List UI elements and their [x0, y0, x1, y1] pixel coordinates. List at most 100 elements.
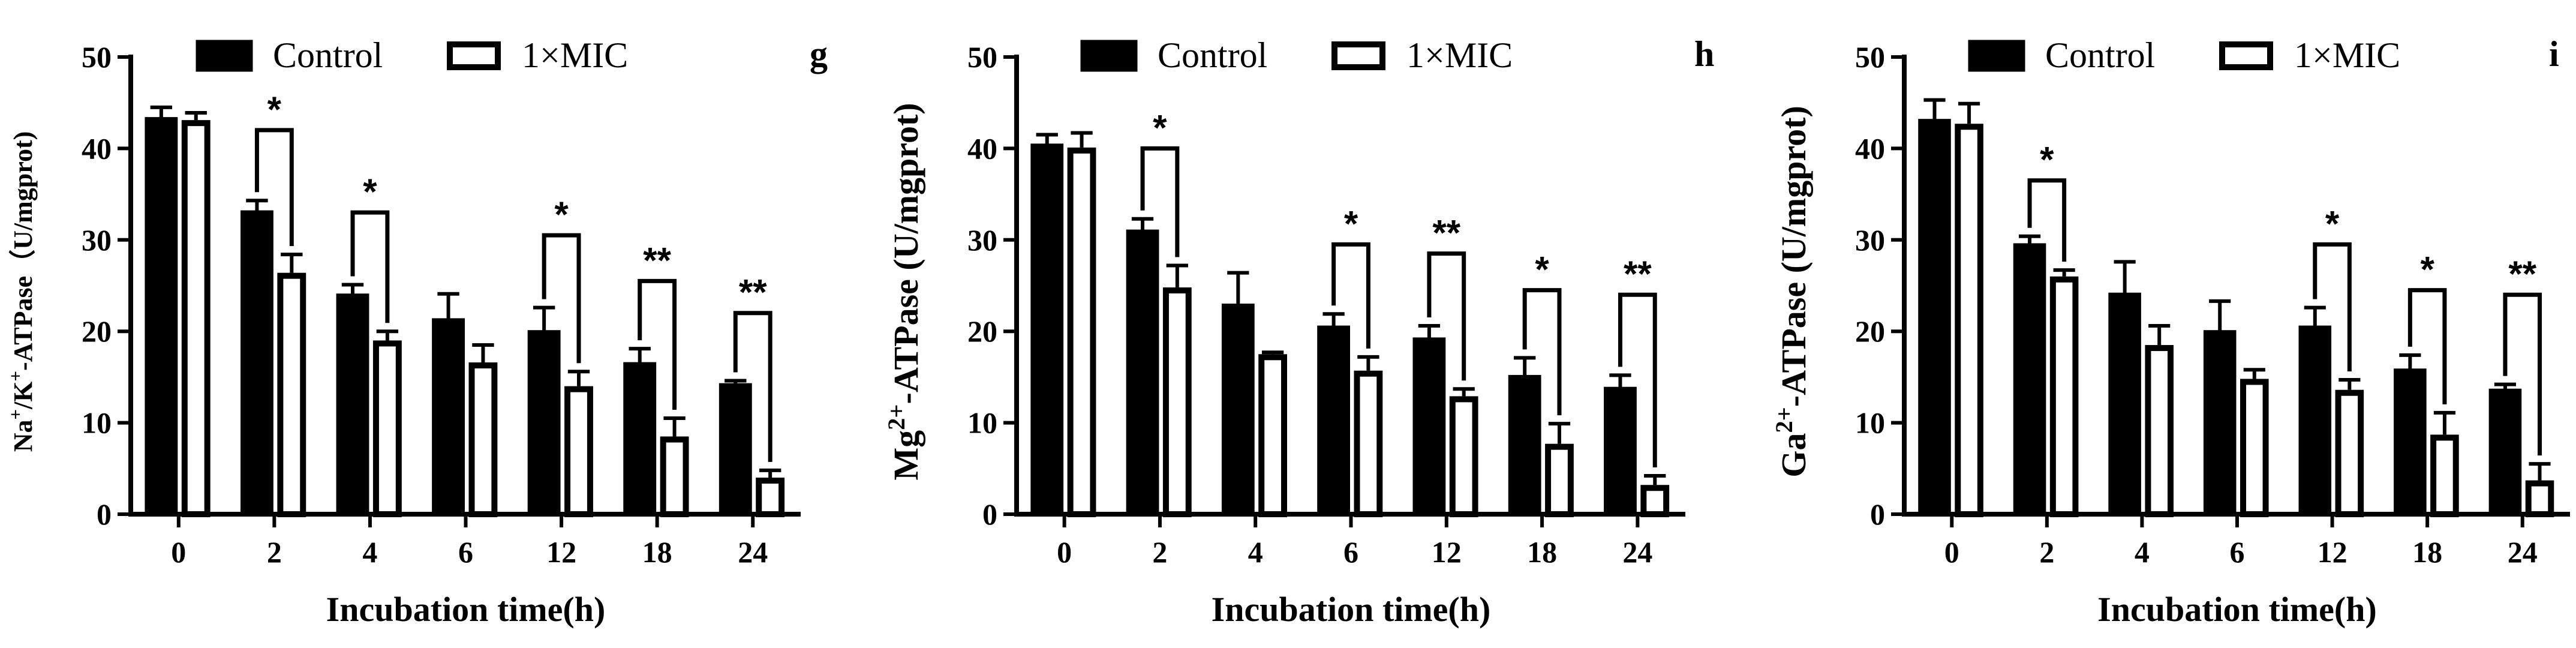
bar-mic	[1449, 396, 1478, 517]
significance-label: *	[267, 89, 282, 130]
bar-control	[527, 330, 561, 517]
x-tick-label: 0	[1944, 535, 1959, 569]
bar-mic	[1354, 370, 1383, 517]
x-tick-label: 2	[267, 535, 282, 569]
significance-bracket	[1140, 146, 1180, 257]
bar-control	[623, 362, 657, 517]
bar-mic	[1955, 124, 1983, 517]
y-tick-label: 0	[982, 497, 997, 531]
bar-control	[145, 117, 178, 517]
significance-label: *	[554, 194, 569, 235]
bar-control	[1317, 325, 1351, 517]
y-axis-title-part: Na	[8, 420, 38, 452]
x-tick-label: 4	[1248, 535, 1263, 569]
y-tick-label: 20	[82, 314, 112, 348]
bar-mic	[2145, 345, 2174, 517]
bar-control	[1221, 304, 1255, 517]
panel-letter: i	[2549, 34, 2559, 74]
y-tick-label: 40	[1855, 131, 1885, 165]
y-tick-label: 50	[82, 40, 112, 74]
bar-mic	[181, 120, 211, 517]
significance-label: *	[1535, 250, 1549, 290]
significance-bracket	[1331, 242, 1370, 349]
x-tick-label: 4	[2135, 535, 2150, 569]
significance-bracket	[542, 233, 581, 364]
bar-mic	[1162, 287, 1192, 517]
bar-control	[2488, 388, 2522, 517]
significance-label: *	[1344, 203, 1358, 244]
x-axis-title: Incubation time(h)	[326, 590, 606, 629]
y-axis-title-part: -ATPase（U/mgprot)	[8, 131, 38, 371]
bar-control	[2203, 330, 2237, 517]
significance-bracket	[254, 128, 294, 247]
significance-bracket	[1427, 251, 1466, 381]
x-tick-label: 24	[738, 535, 768, 569]
bar-control	[1508, 374, 1541, 517]
bar-control	[336, 293, 369, 517]
bar-control	[2013, 243, 2046, 517]
panel-letter: g	[810, 34, 828, 74]
x-tick-label: 2	[2039, 535, 2054, 569]
y-axis-title-part: -ATPase (U/mgprot)	[1774, 106, 1813, 407]
y-tick-label: 50	[967, 40, 997, 74]
significance-bracket	[2027, 178, 2067, 262]
bar-control	[1030, 143, 1064, 517]
significance-bracket	[638, 278, 677, 410]
bar-mic	[468, 362, 498, 517]
y-tick-label: 40	[967, 131, 997, 165]
bar-mic	[2240, 379, 2269, 517]
legend-swatch-control	[1080, 40, 1138, 72]
y-tick-label: 10	[1855, 406, 1885, 440]
significance-label: **	[1432, 213, 1460, 253]
y-axis-title-part: Mg	[886, 430, 925, 481]
y-axis-title-part: -ATPase (U/mgprot)	[886, 103, 925, 404]
legend-swatch-control	[1968, 40, 2025, 72]
y-axis-title-superscript: +	[5, 409, 26, 420]
y-axis-title-superscript: 2+	[1771, 407, 1798, 433]
significance-label: **	[1624, 254, 1652, 294]
bar-mic	[2430, 434, 2459, 517]
bar-mic	[1067, 147, 1096, 518]
y-tick-label: 0	[97, 497, 112, 531]
x-tick-label: 18	[2412, 535, 2442, 569]
significance-label: *	[2325, 203, 2340, 244]
x-tick-label: 18	[1527, 535, 1557, 569]
y-tick-label: 50	[1855, 40, 1885, 74]
x-tick-label: 18	[642, 535, 672, 569]
legend-label-mic: 1×MIC	[2294, 35, 2400, 75]
y-axis-title-superscript: +	[5, 371, 26, 382]
legend-swatch-control	[196, 40, 253, 72]
significance-label: **	[739, 272, 767, 313]
bar-control	[2394, 368, 2427, 517]
bar-mic	[756, 478, 785, 517]
significance-label: *	[363, 172, 377, 212]
bar-control	[1604, 386, 1637, 517]
significance-label: **	[643, 240, 671, 280]
bar-mic	[1545, 443, 1574, 517]
y-tick-label: 10	[82, 406, 112, 440]
x-tick-label: 12	[546, 535, 576, 569]
bar-mic	[2525, 480, 2554, 517]
y-tick-label: 30	[82, 223, 112, 257]
bar-control	[1918, 119, 1951, 517]
legend-label-control: Control	[273, 35, 383, 75]
y-axis-title: Ga2+-ATPase (U/mgprot)	[1771, 106, 1814, 478]
significance-label: *	[1153, 107, 1167, 148]
y-axis-title: Mg2+-ATPase (U/mgprot)	[883, 103, 926, 480]
bar-mic	[564, 386, 593, 518]
x-axis-title: Incubation time(h)	[1212, 590, 1491, 629]
significance-label: *	[2040, 140, 2054, 180]
x-tick-label: 0	[171, 535, 186, 569]
x-tick-label: 6	[1343, 535, 1358, 569]
x-tick-label: 4	[362, 535, 377, 569]
bar-control	[2298, 325, 2332, 517]
y-tick-label: 20	[1855, 314, 1885, 348]
legend-label-control: Control	[1158, 35, 1267, 75]
significance-label: *	[2420, 250, 2434, 290]
y-tick-label: 30	[967, 223, 997, 257]
significance-bracket	[1618, 292, 1657, 467]
